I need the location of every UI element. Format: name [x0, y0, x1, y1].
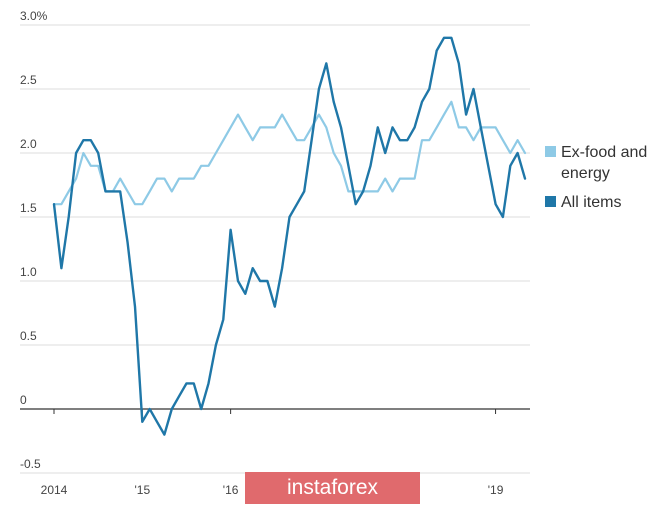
y-tick-label: 1.5 — [20, 201, 37, 215]
watermark-banner: instaforex — [245, 472, 420, 504]
legend-label-all-items: All items — [561, 194, 622, 211]
watermark-text: instaforex — [286, 476, 379, 499]
x-tick-label: '15 — [134, 483, 150, 497]
legend-swatch-ex-food — [545, 146, 556, 157]
legend-item-ex-food: Ex-food and energy — [545, 142, 663, 184]
y-axis-tick-labels: 3.0% 2.5 2.0 1.5 1.0 0.5 0 -0.5 — [20, 9, 48, 471]
x-tick-label: 2014 — [41, 483, 68, 497]
series-lines — [52, 36, 527, 436]
y-tick-label: 3.0% — [20, 9, 48, 23]
y-tick-label: -0.5 — [20, 457, 41, 471]
legend-label-ex-food: Ex-food and energy — [561, 144, 648, 182]
y-tick-label: 0.5 — [20, 329, 37, 343]
series-line-all-items — [52, 36, 527, 436]
legend: Ex-food and energy All items — [545, 142, 663, 221]
y-tick-label: 2.5 — [20, 73, 37, 87]
series-line-ex-food-and-energy — [52, 100, 527, 206]
legend-swatch-all-items — [545, 196, 556, 207]
y-tick-label: 0 — [20, 393, 27, 407]
y-tick-label: 2.0 — [20, 137, 37, 151]
grid-lines — [20, 24, 530, 474]
y-tick-label: 1.0 — [20, 265, 37, 279]
x-tick-label: '19 — [488, 483, 504, 497]
legend-item-all-items: All items — [545, 192, 663, 213]
x-tick-label: '16 — [223, 483, 239, 497]
